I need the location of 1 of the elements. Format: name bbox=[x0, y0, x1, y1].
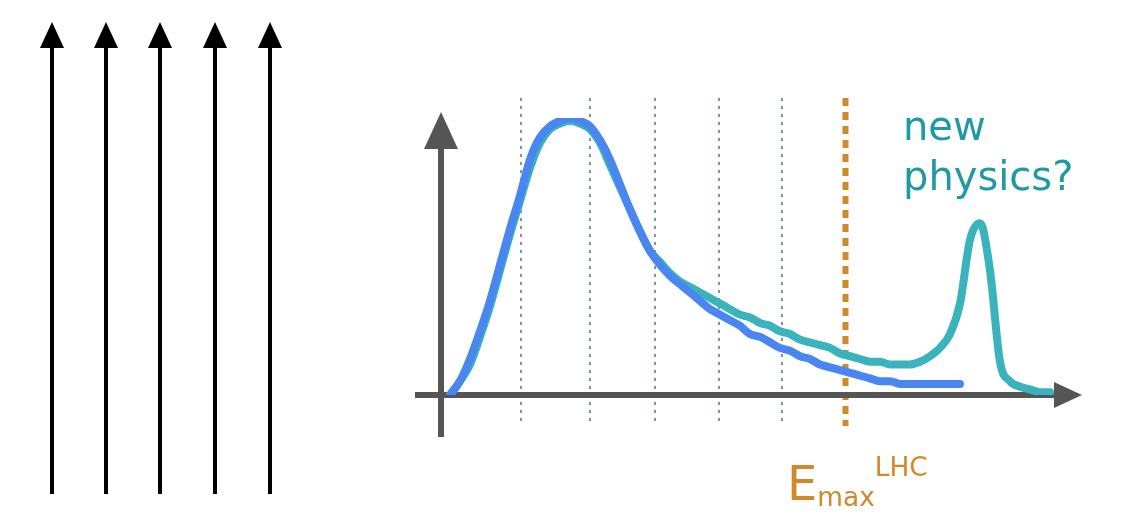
annotation: new physics? bbox=[903, 103, 1074, 199]
